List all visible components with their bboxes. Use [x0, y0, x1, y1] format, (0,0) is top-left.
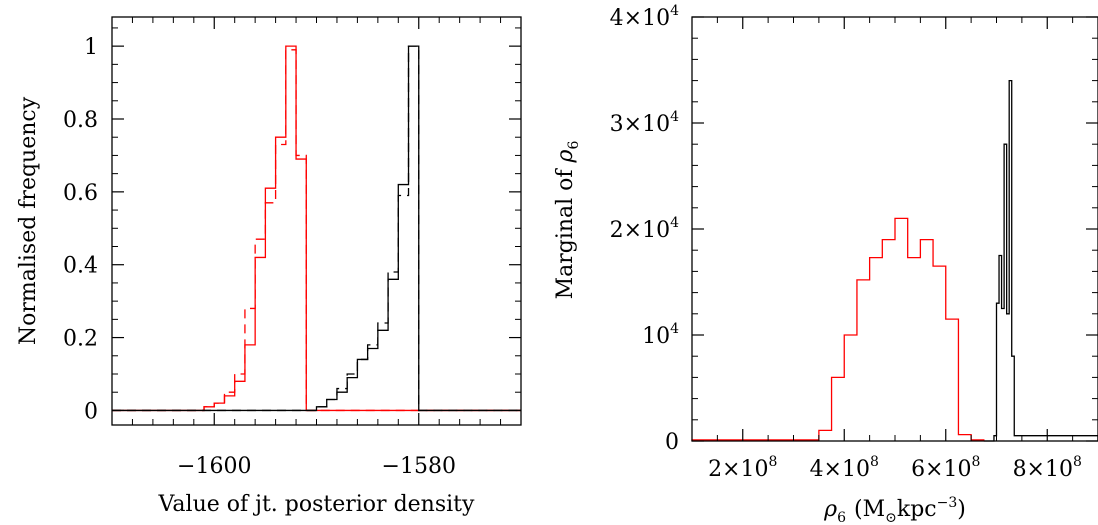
left-plot-frame: [111, 16, 522, 426]
right-x-tick-label: 2×108: [708, 454, 777, 482]
unit-close: ): [957, 497, 966, 522]
right-y-label-text: Marginal of: [553, 162, 578, 299]
left-ticks-group: −1600 −1580 0 0.2 0.4 0.6 0.8 1: [63, 17, 522, 479]
right-x-tick-label: 6×108: [911, 454, 980, 482]
left-series-group: [112, 45, 521, 412]
left-series-1-line: [112, 49, 521, 412]
rho-subscript: 6: [837, 510, 846, 525]
right-x-axis-label: ρ6 (M⊙kpc−3): [823, 495, 966, 525]
right-y-tick-label: 3×104: [610, 109, 679, 137]
right-y-tick-label: 0: [665, 430, 679, 455]
left-y-axis-label: Normalised frequency: [16, 96, 41, 345]
left-x-tick-label: −1580: [382, 454, 456, 479]
right-series-group: [691, 79, 1098, 442]
left-series-2-line: [112, 45, 521, 412]
right-panel: 2×108 4×108 6×108 8×10801042×1043×1044×104 …: [553, 3, 1098, 525]
left-series-0-line: [112, 45, 521, 412]
sun-symbol: ⊙: [885, 510, 897, 525]
rho-symbol: ρ: [823, 497, 837, 522]
right-y-label-rho: ρ: [553, 149, 578, 163]
right-y-label-sub: 6: [566, 141, 582, 150]
left-y-tick-label: 0: [84, 399, 98, 424]
right-series-0-line: [691, 217, 985, 441]
left-series-3-line: [112, 45, 521, 412]
right-y-axis-label: Marginal of ρ6: [553, 141, 582, 300]
left-y-tick-label: 0.8: [63, 108, 98, 133]
left-y-tick-label: 0.6: [63, 181, 98, 206]
right-x-tick-label: 8×108: [1013, 454, 1082, 482]
unit-exponent: −3: [937, 495, 958, 511]
unit-mid: kpc: [897, 497, 937, 522]
right-series-1-line: [983, 79, 1098, 442]
right-y-tick-label: 2×104: [610, 215, 679, 243]
left-x-tick-label: −1600: [177, 454, 251, 479]
left-x-axis-label: Value of jt. posterior density: [158, 492, 475, 517]
right-ticks-group: 2×108 4×108 6×108 8×108 0 104 2×104 3×104 4×104: [610, 3, 1098, 482]
right-y-tick-label: 104: [642, 321, 679, 349]
right-x-tick-label: 4×108: [810, 454, 879, 482]
left-y-tick-label: 0.4: [63, 254, 98, 279]
left-y-tick-label: 1: [84, 35, 98, 60]
left-y-tick-label: 0.2: [63, 327, 98, 352]
right-y-tick-label: 4×104: [610, 3, 679, 31]
unit-open: (M: [854, 497, 885, 522]
left-panel: −1600 −1580 0 0.2 0.4 0.6 0.8 1 Value of jt. po…: [16, 16, 522, 517]
